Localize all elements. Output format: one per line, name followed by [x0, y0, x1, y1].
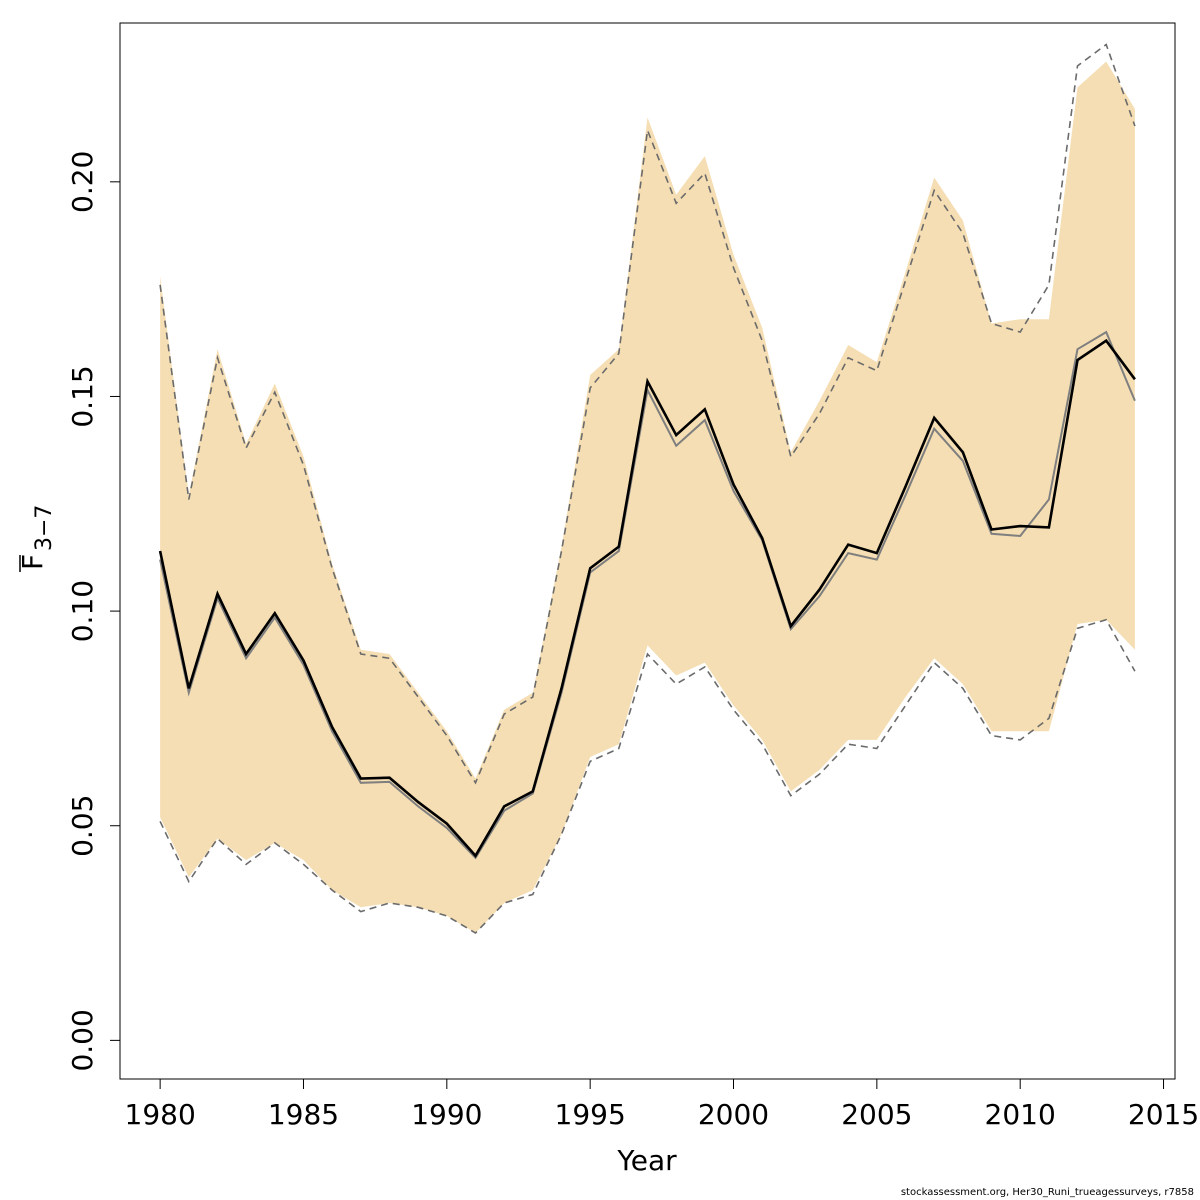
- confidence-band-layer: [160, 61, 1135, 934]
- y-tick-label: 0.20: [66, 151, 99, 213]
- y-axis-title-main: F: [16, 554, 49, 570]
- x-axis: 1980 1985 1990 1995 2000 2005 2010 2015: [125, 1078, 1199, 1131]
- ci-lower-line: [159, 618, 1136, 935]
- footer-caption: stockassessment.org, Her30_Runi_trueages…: [900, 1187, 1194, 1198]
- confidence-band: [160, 61, 1135, 934]
- y-tick-label: 0.15: [66, 365, 99, 427]
- y-tick-label: 0.00: [66, 1009, 99, 1071]
- y-tick-label: 0.05: [66, 795, 99, 857]
- x-tick-label: 1985: [268, 1098, 339, 1131]
- y-axis: 0.00 0.05 0.10 0.15 0.20: [66, 151, 121, 1072]
- x-tick-label: 2005: [841, 1098, 912, 1131]
- x-tick-label: 1990: [411, 1098, 482, 1131]
- x-axis-title: Year: [616, 1144, 677, 1177]
- ci-upper-line: [159, 43, 1136, 785]
- x-tick-label: 2000: [698, 1098, 769, 1131]
- x-tick-label: 1980: [125, 1098, 196, 1131]
- x-tick-label: 2015: [1128, 1098, 1199, 1131]
- y-tick-label: 0.10: [66, 580, 99, 642]
- comparison-line: [159, 330, 1136, 860]
- y-axis-title: F 3−7: [16, 505, 57, 572]
- estimate-line: [158, 338, 1136, 859]
- x-tick-label: 1995: [555, 1098, 626, 1131]
- svg-text:F: F: [16, 554, 49, 570]
- series-lines-layer: [158, 43, 1136, 935]
- svg-text:3−7: 3−7: [32, 505, 57, 551]
- x-tick-label: 2010: [985, 1098, 1056, 1131]
- y-axis-title-subscript: 3−7: [32, 505, 57, 551]
